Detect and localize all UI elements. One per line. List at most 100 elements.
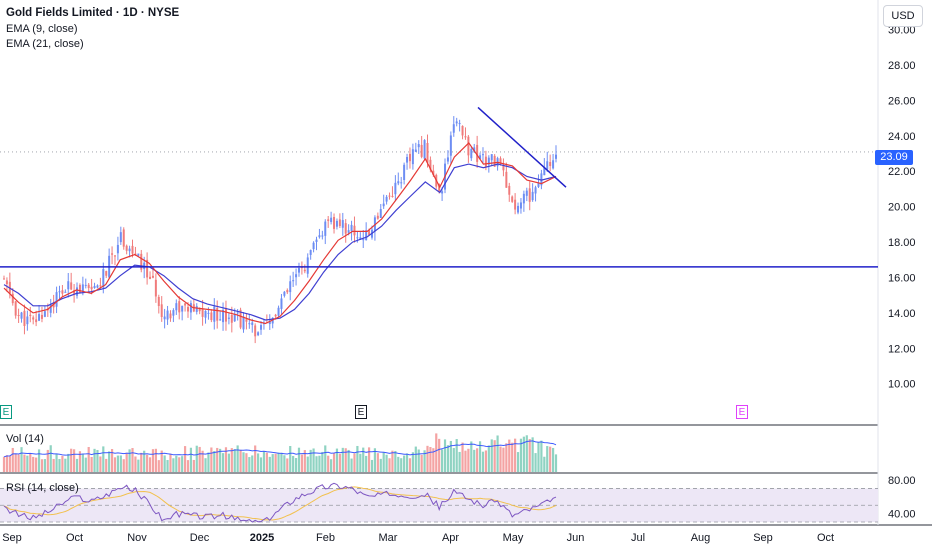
volume-bar bbox=[163, 455, 166, 472]
time-axis-tick: Oct bbox=[817, 532, 834, 544]
candle-body bbox=[452, 124, 455, 133]
volume-bar bbox=[391, 450, 394, 472]
volume-bar bbox=[505, 443, 508, 472]
volume-bar bbox=[43, 459, 46, 472]
volume-bar bbox=[426, 445, 429, 472]
volume-bar bbox=[113, 457, 117, 472]
volume-bar bbox=[128, 449, 131, 472]
volume-bar bbox=[26, 455, 29, 472]
candle-body bbox=[303, 269, 306, 272]
indicator-lines bbox=[3, 141, 557, 523]
volume-bar bbox=[233, 449, 236, 472]
earnings-event-badge[interactable]: E bbox=[736, 405, 748, 419]
candle-body bbox=[499, 158, 502, 164]
candle-body bbox=[353, 225, 356, 236]
candle-body bbox=[335, 220, 338, 227]
time-axis-tick: Mar bbox=[379, 532, 398, 544]
volume-bar bbox=[29, 453, 32, 472]
volume-bar bbox=[78, 451, 82, 472]
volume-bar bbox=[271, 454, 274, 472]
price-axis-tick: 10.00 bbox=[888, 379, 916, 391]
candle-body bbox=[484, 156, 487, 167]
candle-body bbox=[543, 167, 546, 176]
candle-body bbox=[222, 309, 225, 323]
volume-pane-label[interactable]: Vol (14) bbox=[6, 433, 44, 445]
candle-body bbox=[20, 312, 23, 319]
volume-bar bbox=[540, 440, 543, 472]
candle-body bbox=[140, 253, 143, 270]
rsi-ma-line bbox=[3, 486, 557, 521]
volume-bar bbox=[376, 453, 379, 472]
candle-body bbox=[514, 199, 517, 210]
volume-bar bbox=[72, 449, 76, 472]
symbol-title[interactable]: Gold Fields Limited · 1D · NYSE bbox=[6, 7, 180, 19]
candle-body bbox=[87, 284, 90, 289]
candle-body bbox=[175, 303, 178, 311]
volume-bar bbox=[46, 449, 49, 472]
candle-body bbox=[181, 305, 184, 312]
volume-bar bbox=[534, 453, 537, 472]
candle-body bbox=[17, 315, 20, 317]
candle-body bbox=[55, 292, 58, 307]
ema9-legend[interactable]: EMA (9, close) bbox=[6, 22, 78, 35]
volume-bar bbox=[537, 442, 540, 472]
volume-bar bbox=[157, 460, 160, 472]
earnings-event-badge[interactable]: E bbox=[0, 405, 12, 419]
candle-body bbox=[271, 317, 274, 324]
volume-bar bbox=[277, 452, 280, 472]
volume-bar bbox=[245, 453, 248, 472]
candle-body bbox=[96, 285, 99, 288]
volume-bar bbox=[35, 457, 38, 472]
candle-body bbox=[537, 182, 540, 187]
volume-bar bbox=[549, 446, 552, 472]
volume-bar bbox=[207, 452, 210, 472]
candle-body bbox=[216, 307, 219, 321]
candle-body bbox=[189, 303, 192, 313]
candle-body bbox=[479, 155, 482, 159]
volume-bar bbox=[230, 448, 233, 472]
candle-body bbox=[5, 280, 8, 285]
volume-bar bbox=[420, 454, 423, 472]
volume-bar bbox=[5, 455, 9, 472]
volume-bar bbox=[388, 458, 391, 472]
volume-bar bbox=[370, 459, 374, 472]
candle-body bbox=[292, 280, 295, 282]
volume-bar bbox=[239, 449, 242, 472]
candle-body bbox=[178, 301, 181, 313]
candle-body bbox=[224, 308, 227, 322]
rsi-axis-tick: 80.00 bbox=[888, 475, 916, 487]
currency-button[interactable]: USD bbox=[883, 5, 923, 27]
price-axis-tick: 30.00 bbox=[888, 25, 916, 37]
volume-bar bbox=[490, 439, 493, 472]
earnings-event-badge[interactable]: E bbox=[355, 405, 367, 419]
candle-body bbox=[38, 314, 41, 321]
candle-body bbox=[490, 154, 493, 161]
candle-body bbox=[35, 319, 38, 323]
candle-body bbox=[84, 284, 87, 286]
candle-body bbox=[473, 147, 476, 152]
volume-bar bbox=[470, 441, 473, 472]
volume-bar bbox=[394, 450, 397, 472]
volume-bar bbox=[70, 448, 73, 472]
volume-bar bbox=[75, 458, 79, 472]
volume-bar bbox=[297, 447, 301, 472]
volume-bar bbox=[353, 453, 356, 472]
volume-bar bbox=[186, 460, 190, 472]
volume-bar bbox=[256, 453, 260, 472]
rsi-pane-label[interactable]: RSI (14, close) bbox=[6, 482, 79, 494]
volume-bar bbox=[265, 452, 268, 472]
candle-body bbox=[327, 219, 330, 221]
candle-body bbox=[184, 303, 187, 306]
candle-body bbox=[198, 308, 201, 312]
volume-bar bbox=[175, 455, 178, 472]
candle-body bbox=[277, 307, 280, 316]
volume-bar bbox=[379, 458, 382, 472]
time-axis-tick: Sep bbox=[753, 532, 773, 544]
ema21-legend[interactable]: EMA (21, close) bbox=[6, 38, 84, 50]
candle-body bbox=[146, 259, 149, 278]
volume-bar bbox=[11, 447, 14, 472]
candle-body bbox=[502, 165, 505, 171]
candle-body bbox=[172, 310, 175, 316]
